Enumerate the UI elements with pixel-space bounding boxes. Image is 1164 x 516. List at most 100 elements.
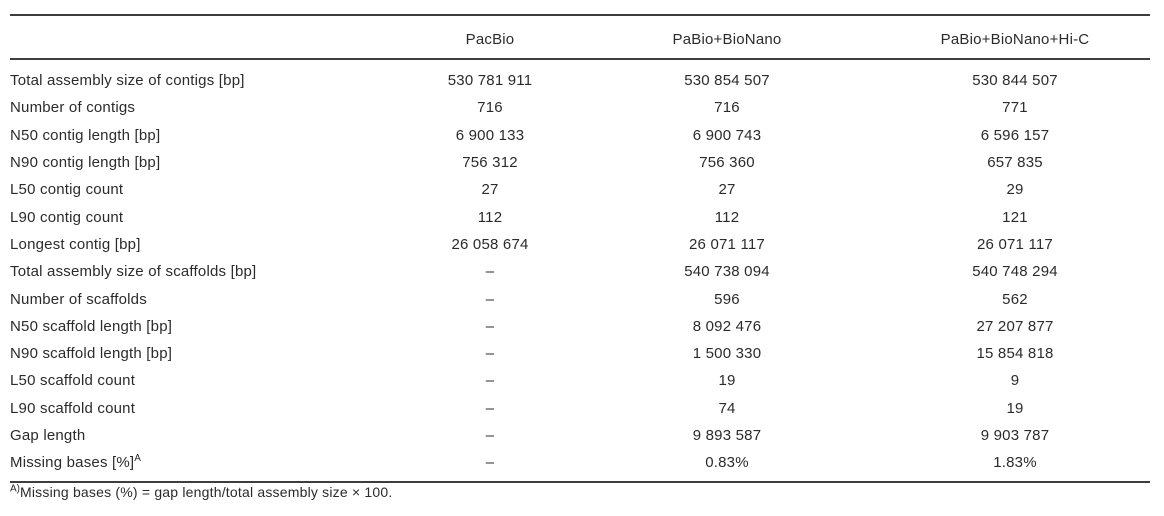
table-row: Total assembly size of contigs [bp] 530 … — [10, 59, 1150, 94]
row-label-text: L90 scaffold count — [10, 399, 136, 417]
cell-value: 112 — [477, 208, 503, 226]
cell-value: 540 738 094 — [684, 263, 770, 281]
cell-value: 716 — [477, 99, 503, 117]
cell-value: 8 092 476 — [692, 317, 762, 335]
cell-value: – — [485, 290, 495, 308]
row-label: N50 scaffold length [bp] — [10, 313, 406, 340]
table-row: N90 scaffold length [bp] – 1 500 330 15 … — [10, 340, 1150, 367]
row-label-text: N50 scaffold length [bp] — [10, 317, 173, 335]
cell-value: 562 — [1002, 290, 1028, 308]
row-label: Total assembly size of contigs [bp] — [10, 59, 406, 94]
table-body: Total assembly size of contigs [bp] 530 … — [10, 59, 1150, 482]
row-label-text: Gap length — [10, 427, 86, 444]
row-label: Number of scaffolds — [10, 285, 406, 312]
table-header: PacBio PaBio+BioNano PaBio+BioNano+Hi-C — [10, 15, 1150, 60]
cell-value: 29 — [1006, 181, 1024, 199]
cell-value: 26 071 117 — [977, 235, 1053, 253]
row-label: N90 contig length [bp] — [10, 149, 406, 176]
cell-value: 9 903 787 — [980, 427, 1050, 444]
cell-value: – — [485, 345, 495, 363]
footnote-marker-ref: A — [134, 453, 141, 465]
row-label-text: Number of scaffolds — [10, 290, 147, 308]
cell-value: – — [485, 372, 495, 390]
cell-value: 6 596 157 — [980, 126, 1050, 144]
cell-value: – — [485, 263, 495, 281]
table-row: L50 contig count 27 27 29 — [10, 176, 1150, 203]
cell-value: 540 748 294 — [972, 263, 1058, 281]
table-row: N90 contig length [bp] 756 312 756 360 6… — [10, 149, 1150, 176]
row-label: N90 scaffold length [bp] — [10, 340, 406, 367]
cell-value: 756 360 — [699, 154, 755, 172]
table-row: Longest contig [bp] 26 058 674 26 071 11… — [10, 231, 1150, 258]
row-label-text: N90 scaffold length [bp] — [10, 345, 173, 363]
cell-value: 1.83% — [993, 454, 1037, 472]
table-row: Gap length – 9 893 587 9 903 787 — [10, 422, 1150, 449]
header-row: PacBio PaBio+BioNano PaBio+BioNano+Hi-C — [10, 15, 1150, 60]
footnote: A)Missing bases (%) = gap length/total a… — [10, 484, 392, 500]
footnote-marker: A) — [10, 483, 20, 495]
row-label: L50 scaffold count — [10, 367, 406, 394]
row-label-text: L90 contig count — [10, 208, 124, 226]
cell-value: 27 — [718, 181, 736, 199]
cell-value: 74 — [718, 399, 736, 417]
row-label-text: Longest contig [bp] — [10, 235, 141, 253]
cell-value: 596 — [714, 290, 740, 308]
cell-value: 530 844 507 — [972, 72, 1058, 90]
cell-value: 6 900 133 — [455, 126, 525, 144]
cell-value: 657 835 — [987, 154, 1043, 172]
column-header-empty — [10, 15, 406, 60]
row-label-text: L50 scaffold count — [10, 372, 136, 390]
assembly-stats-table: PacBio PaBio+BioNano PaBio+BioNano+Hi-C … — [10, 14, 1150, 484]
table-row: L90 scaffold count – 74 19 — [10, 395, 1150, 422]
cell-value: 19 — [718, 372, 736, 390]
table-row: Number of scaffolds – 596 562 — [10, 285, 1150, 312]
cell-value: 112 — [714, 208, 740, 226]
table-row: L90 contig count 112 112 121 — [10, 203, 1150, 230]
cell-value: 9 893 587 — [692, 427, 762, 444]
row-label-text: Total assembly size of scaffolds [bp] — [10, 263, 257, 281]
table-row: Number of contigs 716 716 771 — [10, 94, 1150, 121]
cell-value: – — [485, 317, 495, 335]
row-label-text: Number of contigs — [10, 99, 136, 117]
table-row: N50 contig length [bp] 6 900 133 6 900 7… — [10, 122, 1150, 149]
cell-value: 27 207 877 — [976, 317, 1054, 335]
row-label-text: L50 contig count — [10, 181, 124, 199]
cell-value: 530 781 911 — [447, 72, 533, 90]
table-row: Missing bases [%]A – 0.83% 1.83% — [10, 449, 1150, 482]
row-label: Gap length — [10, 422, 406, 449]
row-label-text: Missing bases [%] — [10, 454, 135, 472]
row-label-text: Total assembly size of contigs [bp] — [10, 72, 245, 90]
column-header-pacbio-bionano-hic: PaBio+BioNano+Hi-C — [880, 15, 1150, 60]
cell-value: 1 500 330 — [692, 345, 762, 363]
cell-value: – — [485, 454, 495, 472]
row-label: L50 contig count — [10, 176, 406, 203]
column-header-pacbio: PacBio — [406, 15, 574, 60]
table-row: Total assembly size of scaffolds [bp] – … — [10, 258, 1150, 285]
cell-value: 26 058 674 — [451, 235, 529, 253]
row-label: N50 contig length [bp] — [10, 122, 406, 149]
row-label: Number of contigs — [10, 94, 406, 121]
cell-value: 771 — [1002, 99, 1028, 117]
row-label-text: N50 contig length [bp] — [10, 126, 161, 144]
cell-value: – — [485, 427, 495, 444]
row-label: L90 contig count — [10, 203, 406, 230]
cell-value: – — [485, 399, 495, 417]
cell-value: 6 900 743 — [692, 126, 762, 144]
cell-value: 756 312 — [462, 154, 518, 172]
row-label: Total assembly size of scaffolds [bp] — [10, 258, 406, 285]
column-header-pacbio-bionano: PaBio+BioNano — [574, 15, 880, 60]
table-row: N50 scaffold length [bp] – 8 092 476 27 … — [10, 313, 1150, 340]
row-label: Missing bases [%]A — [10, 449, 406, 482]
cell-value: 27 — [481, 181, 499, 199]
assembly-stats-table-wrap: PacBio PaBio+BioNano PaBio+BioNano+Hi-C … — [10, 14, 1150, 484]
row-label: L90 scaffold count — [10, 395, 406, 422]
cell-value: 0.83% — [705, 454, 749, 472]
table-row: L50 scaffold count – 19 9 — [10, 367, 1150, 394]
cell-value: 9 — [1010, 372, 1020, 390]
row-label-text: N90 contig length [bp] — [10, 154, 161, 172]
cell-value: 121 — [1002, 208, 1028, 226]
cell-value: 19 — [1006, 399, 1024, 417]
cell-value: 26 071 117 — [689, 235, 765, 253]
row-label: Longest contig [bp] — [10, 231, 406, 258]
footnote-text: Missing bases (%) = gap length/total ass… — [20, 484, 393, 500]
